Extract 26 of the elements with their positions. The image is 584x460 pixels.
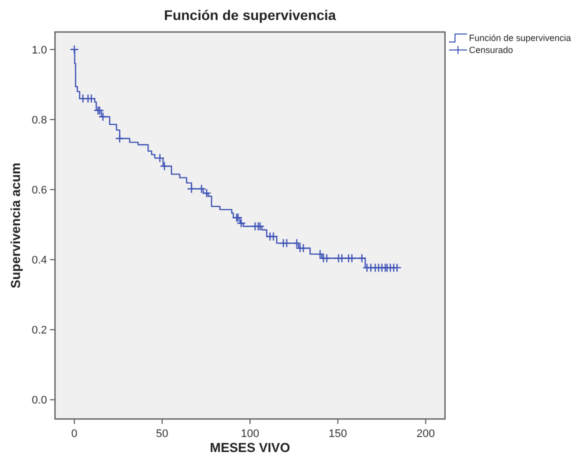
legend-label: Censurado — [469, 45, 514, 56]
y-axis-title: Supervivencia acum — [8, 162, 23, 288]
y-tick-label: 0.6 — [32, 184, 47, 196]
point — [70, 44, 79, 54]
point — [282, 238, 292, 248]
x-tick-label: 100 — [240, 428, 260, 440]
x-tick-label: 200 — [416, 428, 435, 440]
y-tick-label: 0.0 — [32, 394, 47, 407]
point — [86, 94, 96, 104]
y-tick-label: 0.8 — [32, 114, 47, 126]
x-tick-label: 150 — [328, 428, 348, 440]
point — [254, 222, 263, 231]
point — [155, 153, 164, 163]
x-tick-label: 0 — [71, 428, 78, 440]
point — [357, 254, 367, 263]
point — [268, 232, 278, 242]
point — [115, 134, 124, 144]
y-tick-label: 0.4 — [32, 254, 47, 266]
chart-title: Función de supervivencia — [164, 7, 336, 23]
point — [186, 184, 196, 194]
point — [160, 162, 170, 171]
y-tick-label: 0.2 — [32, 324, 47, 337]
y-tick-label: 1.0 — [32, 44, 47, 56]
x-tick-label: 50 — [156, 428, 168, 440]
legend-label: Función de supervivencia — [469, 33, 572, 44]
x-axis-title: MESES VIVO — [210, 440, 290, 455]
